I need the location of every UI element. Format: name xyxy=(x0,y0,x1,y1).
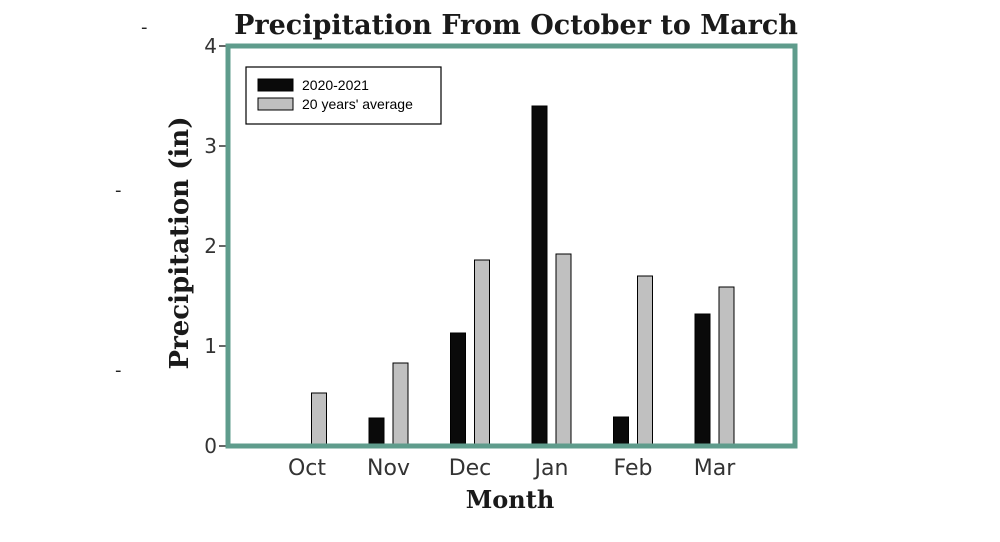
legend-label-2020-2021: 2020-2021 xyxy=(302,77,369,93)
x-tick-label: Oct xyxy=(288,456,326,481)
y-tick-label: 0 xyxy=(204,434,217,458)
chart-title: Precipitation From October to March xyxy=(234,10,798,41)
legend-box xyxy=(245,66,442,125)
x-axis-ticks: Oct Nov Dec Jan Feb Mar xyxy=(288,456,736,481)
legend-swatch-2020-2021 xyxy=(257,78,294,92)
legend-swatch-20-years-average xyxy=(257,97,294,111)
bars xyxy=(311,105,735,447)
bar-dec-series-2 xyxy=(474,259,490,447)
bar-nov-series-1 xyxy=(368,417,385,447)
legend: 2020-2021 20 years' average xyxy=(245,66,442,125)
bar-dec-series-1 xyxy=(450,332,466,447)
x-axis-label: Month xyxy=(466,485,555,514)
bar-feb-series-1 xyxy=(613,416,629,447)
stray-mark: - xyxy=(115,360,122,381)
bar-mar-series-1 xyxy=(694,313,711,447)
bar-jan-series-2 xyxy=(555,253,572,447)
plot-frame xyxy=(225,43,798,449)
bar-mar-series-2 xyxy=(718,286,735,447)
bar-oct-series-2 xyxy=(311,392,327,447)
bar-feb-series-2 xyxy=(637,275,653,447)
bar-nov-series-2 xyxy=(392,362,409,447)
y-tick-label: 1 xyxy=(204,334,217,358)
x-tick-label: Feb xyxy=(614,456,653,481)
x-tick-label: Nov xyxy=(367,456,410,481)
stray-mark: - xyxy=(115,180,122,201)
y-tick-label: 3 xyxy=(204,134,217,158)
y-tick-label: 4 xyxy=(204,34,217,58)
x-tick-label: Dec xyxy=(449,456,492,481)
y-axis-label: Precipitation (in) xyxy=(165,117,195,370)
y-axis-ticks: 0 1 2 3 4 xyxy=(204,34,228,458)
stray-mark: - xyxy=(141,17,148,38)
legend-label-20-years-average: 20 years' average xyxy=(302,96,413,112)
x-tick-label: Mar xyxy=(694,456,736,481)
bar-jan-series-1 xyxy=(531,105,548,447)
y-tick-label: 2 xyxy=(204,234,217,258)
x-tick-label: Jan xyxy=(533,456,569,481)
